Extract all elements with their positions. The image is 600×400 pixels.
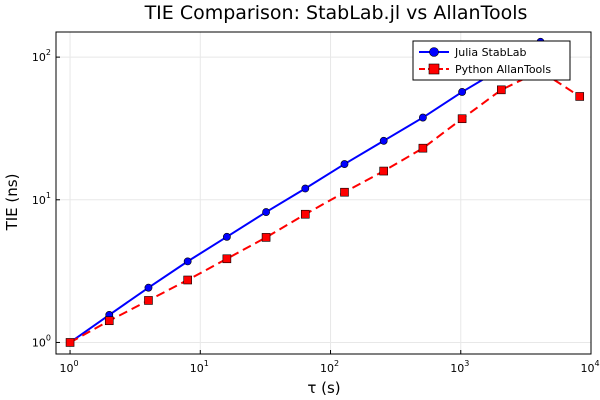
data-point xyxy=(104,316,114,326)
y-tick-label: 100 xyxy=(32,333,51,349)
series-python-allantools xyxy=(65,66,585,347)
data-point xyxy=(340,160,349,168)
data-point xyxy=(65,338,75,347)
data-point xyxy=(261,233,271,242)
data-point xyxy=(497,85,506,95)
data-point xyxy=(418,143,428,153)
legend-entry: Julia StabLab xyxy=(419,46,526,59)
data-point xyxy=(144,283,153,292)
x-tick-base: 10 xyxy=(60,362,74,375)
x-tick-base: 10 xyxy=(580,362,594,375)
y-tick-base: 10 xyxy=(32,194,46,207)
data-point xyxy=(458,88,467,96)
data-point xyxy=(222,232,231,241)
data-point xyxy=(300,209,310,219)
data-point xyxy=(340,187,349,197)
x-tick-exponent: 1 xyxy=(204,359,209,368)
plot-frame xyxy=(55,31,592,355)
x-tick-label: 100 xyxy=(60,359,79,375)
data-point xyxy=(183,275,192,285)
x-tick-exponent: 0 xyxy=(74,359,79,368)
chart-title: TIE Comparison: StabLab.jl vs AllanTools xyxy=(144,2,528,24)
y-axis-label: TIE (ns) xyxy=(3,174,21,232)
data-point xyxy=(144,296,153,305)
legend: Julia StabLab Python AllanTools xyxy=(412,40,571,81)
x-tick-base: 10 xyxy=(320,362,334,375)
x-tick-label: 102 xyxy=(320,359,339,375)
data-point xyxy=(301,184,310,193)
series-line xyxy=(69,69,581,344)
data-point xyxy=(575,92,585,101)
data-point xyxy=(379,136,388,145)
y-tick-exponent: 1 xyxy=(46,191,51,200)
y-tick-exponent: 2 xyxy=(46,48,51,57)
y-tick-label: 102 xyxy=(32,48,51,64)
legend-entry: Python AllanTools xyxy=(419,63,551,76)
data-point xyxy=(262,208,270,216)
data-point xyxy=(183,257,192,266)
grid xyxy=(56,32,592,354)
y-tick-base: 10 xyxy=(32,51,46,64)
y-tick-exponent: 0 xyxy=(46,333,51,342)
data-point xyxy=(222,254,232,264)
legend-label: Julia StabLab xyxy=(454,46,526,59)
y-tick-label: 101 xyxy=(32,191,51,207)
legend-label: Python AllanTools xyxy=(455,63,551,76)
x-axis-label: τ (s) xyxy=(307,379,340,397)
x-tick-base: 10 xyxy=(190,362,204,375)
x-tick-label: 104 xyxy=(580,359,599,375)
data-point xyxy=(457,114,467,124)
x-tick-label: 101 xyxy=(190,359,209,375)
x-tick-exponent: 4 xyxy=(594,359,599,368)
legend-marker xyxy=(428,63,440,75)
y-tick-base: 10 xyxy=(32,336,46,349)
x-tick-label: 103 xyxy=(450,359,469,375)
legend-marker xyxy=(429,47,439,57)
x-tick-exponent: 2 xyxy=(334,359,339,368)
x-tick-base: 10 xyxy=(450,362,464,375)
data-point xyxy=(379,166,388,176)
x-tick-exponent: 3 xyxy=(464,359,469,368)
data-point xyxy=(418,113,427,122)
